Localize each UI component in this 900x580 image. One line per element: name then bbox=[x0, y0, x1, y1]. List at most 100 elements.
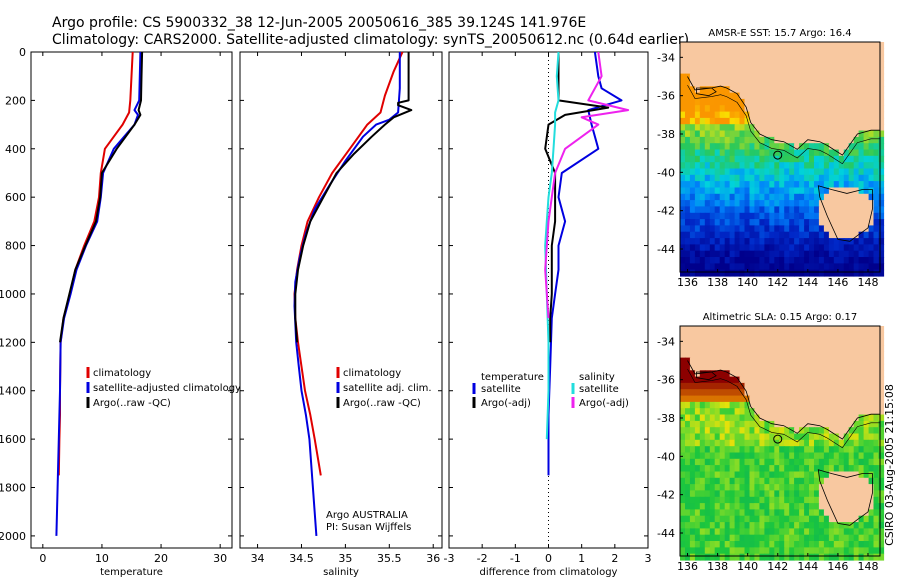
map-cell bbox=[724, 212, 731, 220]
map-cell bbox=[789, 219, 795, 226]
map-cell bbox=[878, 547, 885, 555]
map-cell bbox=[754, 92, 760, 100]
map-cell bbox=[754, 509, 760, 517]
map-cell bbox=[709, 446, 716, 454]
x-tick-label: 0 bbox=[545, 552, 552, 565]
map-cell bbox=[764, 162, 770, 170]
map-cell bbox=[774, 219, 780, 226]
map-cell bbox=[680, 351, 686, 359]
map-cell bbox=[734, 219, 741, 226]
map-cell bbox=[799, 231, 805, 239]
map-cell bbox=[704, 98, 711, 106]
map-cell bbox=[794, 269, 800, 277]
map-cell bbox=[863, 446, 870, 454]
map-cell bbox=[689, 541, 696, 548]
map-cell bbox=[853, 244, 860, 252]
map-cell bbox=[734, 117, 741, 125]
map-cell bbox=[873, 111, 880, 119]
map-cell bbox=[709, 433, 716, 441]
map-cell bbox=[843, 244, 850, 252]
map-cell bbox=[799, 553, 805, 561]
map-cell bbox=[848, 155, 855, 163]
map-cell bbox=[818, 389, 825, 397]
map-cell bbox=[769, 357, 775, 365]
map-cell bbox=[814, 326, 820, 333]
map-cell bbox=[833, 382, 840, 390]
map-cell bbox=[833, 326, 840, 333]
map-cell bbox=[873, 401, 880, 409]
map-cell bbox=[719, 200, 726, 207]
map-cell bbox=[828, 105, 835, 113]
map-cell bbox=[784, 225, 790, 233]
map-cell bbox=[759, 48, 765, 56]
map-cell bbox=[729, 73, 736, 81]
map-cell bbox=[749, 111, 756, 119]
map-cell bbox=[799, 382, 805, 390]
map-cell bbox=[749, 124, 756, 132]
map-cell bbox=[828, 490, 835, 498]
map-cell bbox=[848, 225, 855, 233]
map-cell bbox=[774, 79, 780, 87]
map-cell bbox=[823, 257, 830, 264]
map-cell bbox=[734, 92, 741, 100]
map-cell bbox=[779, 206, 785, 214]
map-cell bbox=[784, 357, 790, 365]
map-cell bbox=[838, 143, 845, 151]
map-cell bbox=[873, 105, 880, 113]
map-cell bbox=[754, 357, 760, 365]
map-cell bbox=[754, 105, 760, 113]
map-panel-1 bbox=[679, 41, 885, 277]
map-cell bbox=[714, 117, 721, 125]
map-cell bbox=[689, 143, 696, 151]
map-cell bbox=[759, 395, 765, 403]
map-cell bbox=[784, 465, 790, 472]
map-cell bbox=[685, 382, 691, 390]
map-cell bbox=[744, 250, 751, 258]
map-cell bbox=[799, 503, 805, 510]
map-cell bbox=[873, 200, 880, 207]
map-cell bbox=[764, 427, 770, 435]
map-cell bbox=[759, 124, 765, 132]
map-cell bbox=[714, 401, 721, 409]
map-cell bbox=[863, 351, 870, 359]
map-cell bbox=[749, 105, 756, 113]
map-cell bbox=[814, 547, 820, 555]
map-cell bbox=[694, 136, 701, 144]
map-cell bbox=[764, 174, 770, 182]
map-cell bbox=[794, 86, 800, 94]
map-cell bbox=[729, 168, 736, 176]
map-cell bbox=[694, 484, 701, 491]
map-cell bbox=[689, 326, 696, 333]
map-cell bbox=[814, 73, 820, 81]
map-cell bbox=[809, 496, 815, 504]
map-cell bbox=[823, 187, 830, 195]
map-cell bbox=[868, 471, 875, 479]
map-cell bbox=[680, 54, 686, 62]
map-cell bbox=[843, 528, 850, 536]
map-cell bbox=[764, 503, 770, 510]
map-cell bbox=[754, 408, 760, 416]
map-cell bbox=[694, 149, 701, 157]
map-cell bbox=[739, 269, 746, 277]
map-cell bbox=[779, 528, 785, 536]
map-cell bbox=[744, 332, 751, 340]
x-tick-label: 34.5 bbox=[289, 552, 314, 565]
map-cell bbox=[764, 363, 770, 371]
map-cell bbox=[873, 465, 880, 472]
map-cell bbox=[843, 427, 850, 435]
map-cell bbox=[724, 414, 731, 422]
map-cell bbox=[719, 130, 726, 138]
map-cell bbox=[759, 357, 765, 365]
map-cell bbox=[823, 168, 830, 176]
map-cell bbox=[823, 212, 830, 220]
map-cell bbox=[868, 111, 875, 119]
map-cell bbox=[833, 130, 840, 138]
map-cell bbox=[724, 446, 731, 454]
map-cell bbox=[814, 155, 820, 163]
x-axis-label: temperature bbox=[100, 567, 163, 578]
map-cell bbox=[714, 162, 721, 170]
map-cell bbox=[759, 338, 765, 346]
map-cell bbox=[744, 357, 751, 365]
map-cell bbox=[799, 490, 805, 498]
map-cell bbox=[853, 503, 860, 510]
